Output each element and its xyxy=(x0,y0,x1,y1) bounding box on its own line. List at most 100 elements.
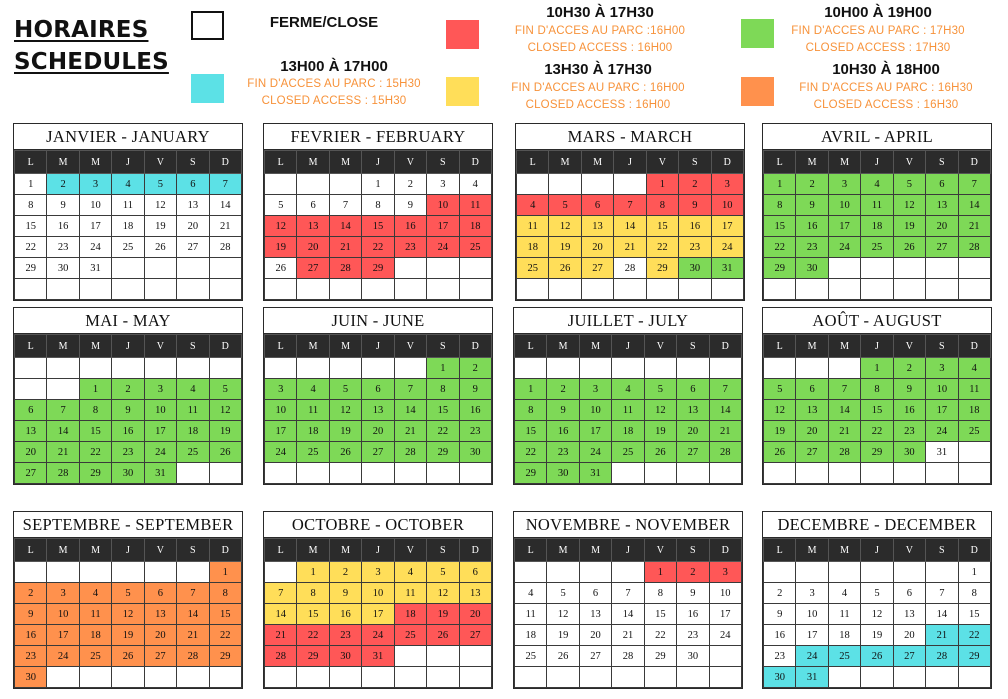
weekday-header: M xyxy=(78,538,113,562)
legend-yellow-park: FIN D'ACCES AU PARC : 16H00 xyxy=(511,82,685,94)
empty-cell xyxy=(860,666,894,688)
day-cell: 5 xyxy=(643,378,678,400)
day-cell: 27 xyxy=(925,236,959,258)
day-cell: 9 xyxy=(892,378,927,400)
day-cell: 20 xyxy=(580,236,615,258)
day-cell: 9 xyxy=(393,194,428,216)
day-cell: 16 xyxy=(546,420,580,442)
empty-cell xyxy=(578,666,613,688)
day-cell: 8 xyxy=(762,194,797,216)
day-cell: 19 xyxy=(111,624,145,646)
day-cell: 26 xyxy=(762,441,797,463)
empty-cell xyxy=(860,561,894,583)
day-cell: 9 xyxy=(795,194,829,216)
empty-cell xyxy=(611,666,645,688)
weekday-header: J xyxy=(111,334,145,358)
day-cell: 10 xyxy=(710,194,745,216)
weekday-header: M xyxy=(546,334,580,358)
day-cell: 17 xyxy=(263,420,298,442)
day-cell: 23 xyxy=(13,645,48,667)
empty-cell xyxy=(208,278,243,300)
empty-cell xyxy=(176,666,210,688)
day-cell: 7 xyxy=(393,378,428,400)
empty-cell xyxy=(208,257,243,279)
day-cell: 21 xyxy=(925,624,959,646)
empty-cell xyxy=(827,278,862,300)
weekday-header: D xyxy=(458,150,493,174)
day-cell: 29 xyxy=(957,645,992,667)
day-cell: 26 xyxy=(546,645,580,667)
day-cell: 30 xyxy=(795,257,829,279)
weekday-header: J xyxy=(611,538,645,562)
empty-cell xyxy=(176,257,210,279)
day-cell: 26 xyxy=(548,257,582,279)
weekday-header: S xyxy=(676,334,710,358)
empty-cell xyxy=(393,666,428,688)
empty-cell xyxy=(762,357,797,379)
day-cell: 1 xyxy=(426,357,460,379)
day-cell: 19 xyxy=(143,215,178,237)
weekday-header: J xyxy=(361,150,395,174)
weekday-header: V xyxy=(645,150,680,174)
weekday-header: L xyxy=(762,334,797,358)
day-cell: 22 xyxy=(643,624,678,646)
empty-cell xyxy=(143,257,178,279)
calendar-grid: L M M J V S D 1 2 3 4 5 6 7 8 9 10 11 12 13 14 15 16 17 18 19 20 21… xyxy=(515,150,745,300)
empty-cell xyxy=(827,561,862,583)
day-cell: 8 xyxy=(78,399,113,421)
day-cell: 18 xyxy=(515,236,550,258)
day-cell: 1 xyxy=(513,378,548,400)
legend-green-park: FIN D'ACCES AU PARC : 17H30 xyxy=(791,25,965,37)
day-cell: 5 xyxy=(328,378,363,400)
empty-cell xyxy=(515,278,550,300)
weekday-header: J xyxy=(361,538,395,562)
empty-cell xyxy=(892,666,927,688)
day-cell: 23 xyxy=(678,236,712,258)
day-cell: 5 xyxy=(111,582,145,604)
day-cell: 21 xyxy=(393,420,428,442)
day-cell: 22 xyxy=(426,420,460,442)
day-cell: 14 xyxy=(46,420,80,442)
day-cell: 19 xyxy=(426,603,460,625)
day-cell: 18 xyxy=(393,603,428,625)
weekday-header: S xyxy=(678,150,712,174)
calendar-grid: L M M J V S D 1 2 3 4 5 6 7 8 9 10 11 12 13 14 15 16 17 18 19 20 21… xyxy=(762,538,992,688)
weekday-header: L xyxy=(762,538,797,562)
day-cell: 31 xyxy=(361,645,395,667)
day-cell: 20 xyxy=(925,215,959,237)
legend-cyan-hours: 13H00 À 17H00 xyxy=(280,58,388,75)
day-cell: 29 xyxy=(296,645,330,667)
weekday-header: S xyxy=(426,334,460,358)
day-cell: 6 xyxy=(892,582,927,604)
day-cell: 31 xyxy=(143,462,178,484)
empty-cell xyxy=(208,462,243,484)
day-cell: 17 xyxy=(827,215,862,237)
day-cell: 28 xyxy=(393,441,428,463)
weekday-header: M xyxy=(578,334,613,358)
month-february: FEVRIER - FEBRUARY L M M J V S D 1 2 3 4 5 6 7 8 9 10 11 12… xyxy=(263,123,493,301)
day-cell: 21 xyxy=(328,236,363,258)
empty-cell xyxy=(925,561,959,583)
day-cell: 16 xyxy=(111,420,145,442)
day-cell: 25 xyxy=(611,441,645,463)
weekday-header: L xyxy=(13,150,48,174)
empty-cell xyxy=(676,462,710,484)
empty-cell xyxy=(613,173,647,195)
day-cell: 21 xyxy=(263,624,298,646)
weekday-header: M xyxy=(46,538,80,562)
day-cell: 11 xyxy=(827,603,862,625)
weekday-header: M xyxy=(827,538,862,562)
day-cell: 9 xyxy=(111,399,145,421)
day-cell: 12 xyxy=(111,603,145,625)
empty-cell xyxy=(827,462,862,484)
day-cell: 30 xyxy=(762,666,797,688)
day-cell: 8 xyxy=(645,194,680,216)
empty-cell xyxy=(111,278,145,300)
day-cell: 12 xyxy=(892,194,927,216)
empty-cell xyxy=(892,257,927,279)
legend-red-park: FIN D'ACCES AU PARC :16H00 xyxy=(514,25,686,37)
legend-swatch-red xyxy=(446,20,479,49)
day-cell: 12 xyxy=(426,582,460,604)
day-cell: 13 xyxy=(13,420,48,442)
day-cell: 26 xyxy=(263,257,298,279)
